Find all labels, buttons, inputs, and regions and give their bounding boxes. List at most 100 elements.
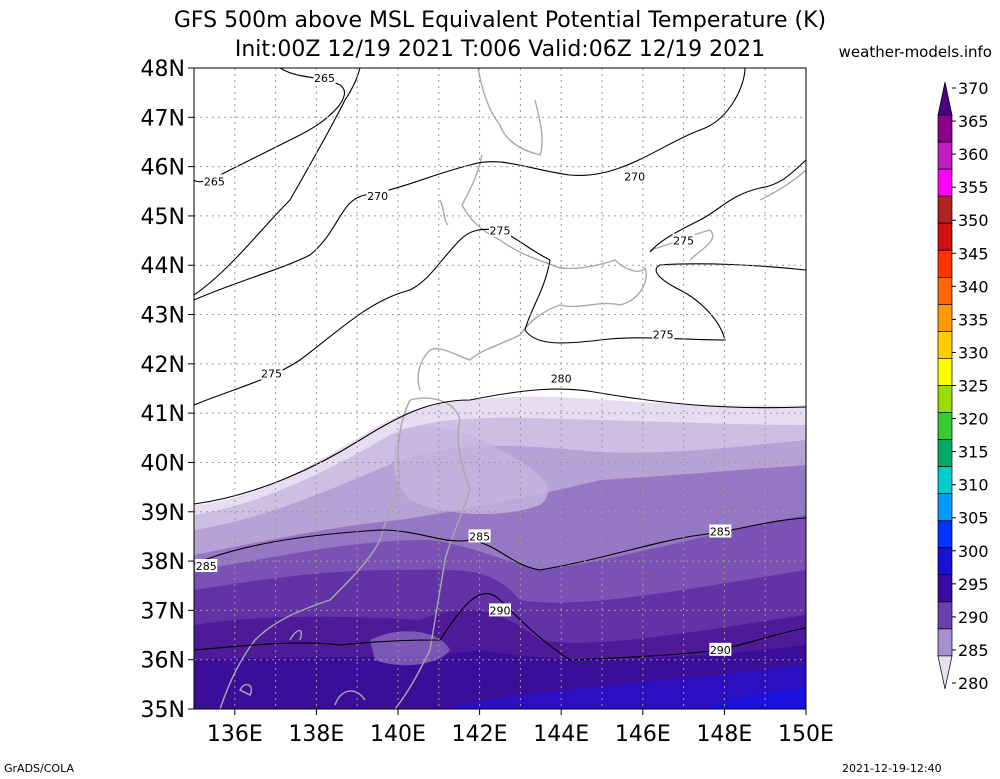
colorbar-swatch [937, 574, 953, 603]
contour-label-bg [203, 174, 226, 188]
contour-label-bg [489, 223, 511, 237]
lat-tick-label: 40N [141, 451, 185, 476]
contour-label-text: 285 [469, 530, 490, 543]
colorbar-label: 285 [958, 641, 989, 660]
colorbar-label: 335 [958, 310, 989, 329]
contour-label-text: 280 [551, 373, 572, 386]
contour-label: 275 [489, 223, 511, 238]
colorbar-swatch [937, 114, 953, 143]
contour-label: 285 [195, 559, 218, 573]
contour-label-bg [195, 559, 218, 573]
colorbar-label: 310 [958, 476, 989, 495]
colorbar-swatch [937, 655, 953, 690]
lat-tick-label: 37N [141, 599, 185, 624]
lon-tick-label: 144E [533, 722, 589, 747]
contour-label-bg [550, 371, 573, 385]
lon-tick-label: 140E [370, 722, 426, 747]
contour-label: 275 [260, 366, 283, 381]
contour-label-bg [652, 327, 675, 341]
colorbar-label: 320 [958, 410, 989, 429]
contour-label-text: 290 [490, 604, 511, 617]
contour-label-text: 290 [710, 644, 731, 657]
longitude-axis: 136E 138E 140E 142E 144E 146E 148E 150E [207, 709, 834, 747]
contour-label-text: 275 [673, 235, 694, 248]
colorbar-swatch [937, 412, 953, 440]
plot-frame [193, 67, 807, 710]
colorbar-label: 360 [958, 145, 989, 164]
colorbar-swatch [937, 628, 953, 657]
contour-label-text: 270 [367, 190, 388, 203]
colorbar-label: 350 [958, 211, 989, 230]
contour-label: 275 [672, 233, 695, 248]
lon-tick-label: 148E [696, 722, 752, 747]
colorbar-swatch [937, 358, 953, 386]
contour-label: 290 [489, 603, 511, 617]
colorbar-label: 365 [958, 112, 989, 131]
colorbar-swatch [937, 466, 953, 495]
colorbar-swatch [937, 493, 953, 522]
site-label: weather-models.info [838, 43, 992, 61]
lat-tick-label: 43N [141, 304, 185, 329]
colorbar-label: 340 [958, 277, 989, 296]
chart-title: GFS 500m above MSL Equivalent Potential … [173, 8, 827, 33]
colorbar-swatch [937, 222, 953, 251]
lat-tick-label: 44N [141, 254, 185, 279]
contour-label-bg [260, 366, 283, 380]
colorbar-swatch [937, 276, 953, 305]
colorbar-label: 345 [958, 244, 989, 263]
colorbar-label: 290 [958, 608, 989, 627]
colorbar-label: 315 [958, 443, 989, 462]
contour-label: 265 [313, 70, 336, 85]
contour-label-bg [709, 524, 732, 538]
lon-tick-label: 150E [778, 722, 834, 747]
lat-tick-label: 36N [141, 649, 185, 674]
lat-tick-label: 42N [141, 353, 185, 378]
lon-tick-label: 146E [615, 722, 671, 747]
contour-label-text: 275 [490, 225, 511, 238]
contour-label-text: 270 [624, 170, 645, 183]
colorbar-swatch [937, 249, 953, 278]
contour-label: 280 [550, 371, 573, 386]
contour-label-bg [468, 529, 491, 543]
colorbar-label: 305 [958, 509, 989, 528]
lat-tick-label: 48N [141, 57, 185, 82]
coastlines [219, 68, 806, 709]
lat-tick-label: 46N [141, 156, 185, 181]
lat-tick-label: 41N [141, 402, 185, 427]
chart-subtitle: Init:00Z 12/19 2021 T:006 Valid:06Z 12/1… [234, 37, 766, 62]
lon-tick-label: 142E [452, 722, 508, 747]
lat-tick-label: 38N [141, 550, 185, 575]
latitude-axis: 48N 47N 46N 45N 44N 43N 42N 41N 40N 39N 38N 37N 36N 3… [141, 57, 194, 723]
contour-label: 285 [468, 529, 491, 543]
contour-label-text: 285 [710, 525, 731, 538]
contour-label-text: 275 [653, 328, 674, 341]
lat-tick-label: 35N [141, 698, 185, 723]
contour-label-text: 285 [196, 560, 217, 573]
contour-label: 275 [652, 327, 675, 341]
colorbar-swatch [937, 601, 953, 630]
colorbar-label: 325 [958, 377, 989, 396]
colorbar-label: 355 [958, 178, 989, 197]
colorbar-swatch [937, 547, 953, 576]
contour-label-text: 275 [261, 368, 282, 381]
footer-timestamp: 2021-12-19-12:40 [842, 762, 942, 775]
colorbar-swatch [937, 439, 953, 467]
contour-label-text: 265 [204, 175, 225, 188]
colorbar-label: 330 [958, 343, 989, 362]
contour-label-bg [313, 70, 336, 84]
colorbar-swatch [937, 195, 953, 224]
map-gridlines [194, 68, 806, 709]
theta-e-field [194, 68, 806, 709]
contour-label-bg [366, 189, 389, 203]
colorbar-swatch [937, 331, 953, 359]
colorbar-label: 370 [958, 79, 989, 98]
colorbar-label: 300 [958, 542, 989, 561]
colorbar-swatch [937, 141, 953, 170]
colorbar-swatch [937, 304, 953, 332]
contour-label: 290 [709, 642, 732, 657]
contour-label: 265 [203, 174, 226, 188]
colorbar-swatch [937, 168, 953, 197]
lat-tick-label: 45N [141, 205, 185, 230]
lon-tick-label: 138E [288, 722, 344, 747]
contour-label-bg [709, 642, 732, 656]
